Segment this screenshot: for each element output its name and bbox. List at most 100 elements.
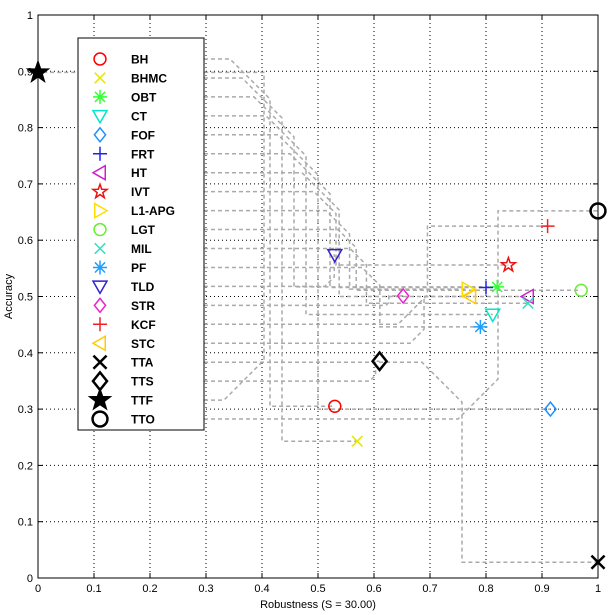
data-point-pf [473,319,488,334]
y-tick-label: 0.9 [18,66,33,78]
data-point-bhmc [351,435,363,447]
legend-entry: OBT [93,89,157,104]
asterisk-marker [93,260,107,275]
data-point-frt [479,280,493,295]
data-point-fof [543,400,557,418]
diamond-marker [396,287,410,305]
x-tick-label: 0.3 [198,583,213,595]
x-tick-label: 0 [35,583,41,595]
axis-ticks: 0 0.1 0.2 0.3 0.4 0.5 0.6 0.7 0.8 0.9 1 0 0.1 0.2 0.3 0… [18,10,601,595]
data-point-lgt [574,283,588,298]
legend-label: BH [131,53,148,67]
leader-lines [38,58,598,563]
legend-label: CT [131,109,148,123]
y-axis-label: Accuracy [3,273,15,319]
plus-marker [479,280,493,295]
leader-line [204,295,471,344]
y-tick-label: 0.5 [18,292,33,304]
legend-entry: PF [93,260,146,275]
x-tick-label: 0.5 [310,583,325,595]
triangle-down-marker [326,248,344,264]
x-marker [94,242,106,255]
asterisk-marker [490,279,505,294]
legend-entry: KCF [93,317,156,332]
x-tick-label: 0.4 [254,583,269,595]
legend-entry: TTF [87,387,153,411]
y-tick-label: 0.2 [18,460,33,472]
legend-entry: CT [91,109,148,125]
x-marker [351,435,363,447]
legend-entry: HT [91,164,148,181]
leader-line [204,190,509,266]
leader-line [204,225,548,326]
data-point-obt [490,279,505,294]
x-tick-label: 0.7 [422,583,437,595]
legend-label: HT [131,166,148,180]
legend-label: L1-APG [131,204,175,218]
data-points [25,59,607,570]
data-point-tld [326,248,344,264]
circle-marker [93,52,107,66]
legend-entry: TLD [91,280,155,295]
legend-entry: TTO [91,410,155,428]
leader-line [204,360,380,382]
leader-line [204,115,493,316]
plus-marker [93,317,107,332]
circle-marker [574,283,588,298]
x-axis-label: Robustness (S = 30.00) [260,599,376,611]
legend-label: LGT [131,223,156,237]
legend-entry: STC [91,334,155,352]
legend-label: TTS [131,375,154,389]
data-point-bh [328,399,342,413]
legend-label: STC [131,337,155,351]
leader-line [204,210,598,420]
plus-marker [540,219,555,234]
legend-entry: TTA [92,354,154,370]
leader-line [204,247,528,305]
leader-line [204,153,486,289]
legend: BH BHMC OBT CT FOF FRT HT IVT L1-APG LGT MIL PF TLD S… [77,37,205,431]
y-tick-label: 0.6 [18,235,33,247]
x-tick-label: 0.8 [478,583,493,595]
x-marker [92,354,108,370]
data-point-ht [519,288,534,305]
legend-label: BHMC [131,71,167,85]
triangle-right-marker [94,202,109,219]
data-point-tts [370,350,389,372]
legend-label: FOF [131,128,155,142]
legend-label: TTA [131,356,154,370]
data-point-stc [461,288,477,305]
data-point-str [396,287,410,305]
legend-entry: FRT [93,146,155,161]
y-tick-label: 0.3 [18,404,33,416]
triangle-left-marker [91,334,106,352]
legend-entry: IVT [90,181,150,200]
y-tick-label: 0.7 [18,179,33,191]
legend-label: FRT [131,147,155,161]
legend-label: PF [131,261,146,275]
data-point-tto [589,202,607,220]
triangle-down-marker [91,109,109,125]
legend-entry: STR [93,297,155,314]
legend-label: OBT [131,90,157,104]
x-marker [94,72,106,84]
leader-line [204,209,468,290]
triangle-left-marker [461,288,477,305]
legend-label: MIL [131,242,152,256]
legend-entry: FOF [93,126,155,144]
y-tick-label: 0 [27,573,33,585]
pentagram-marker [87,387,113,411]
legend-entry: LGT [93,222,156,237]
y-tick-label: 0.4 [18,348,33,360]
triangle-down-marker [91,280,109,295]
x-marker [522,297,534,310]
x-tick-label: 0.1 [86,583,101,595]
circle-marker [328,399,342,413]
asterisk-marker [93,89,107,104]
pentagram-marker [90,181,110,200]
pentagram-marker [25,59,51,84]
leader-line [204,171,528,298]
leader-line [204,134,551,410]
legend-label: TTO [131,413,155,427]
data-point-ttf [25,59,51,84]
